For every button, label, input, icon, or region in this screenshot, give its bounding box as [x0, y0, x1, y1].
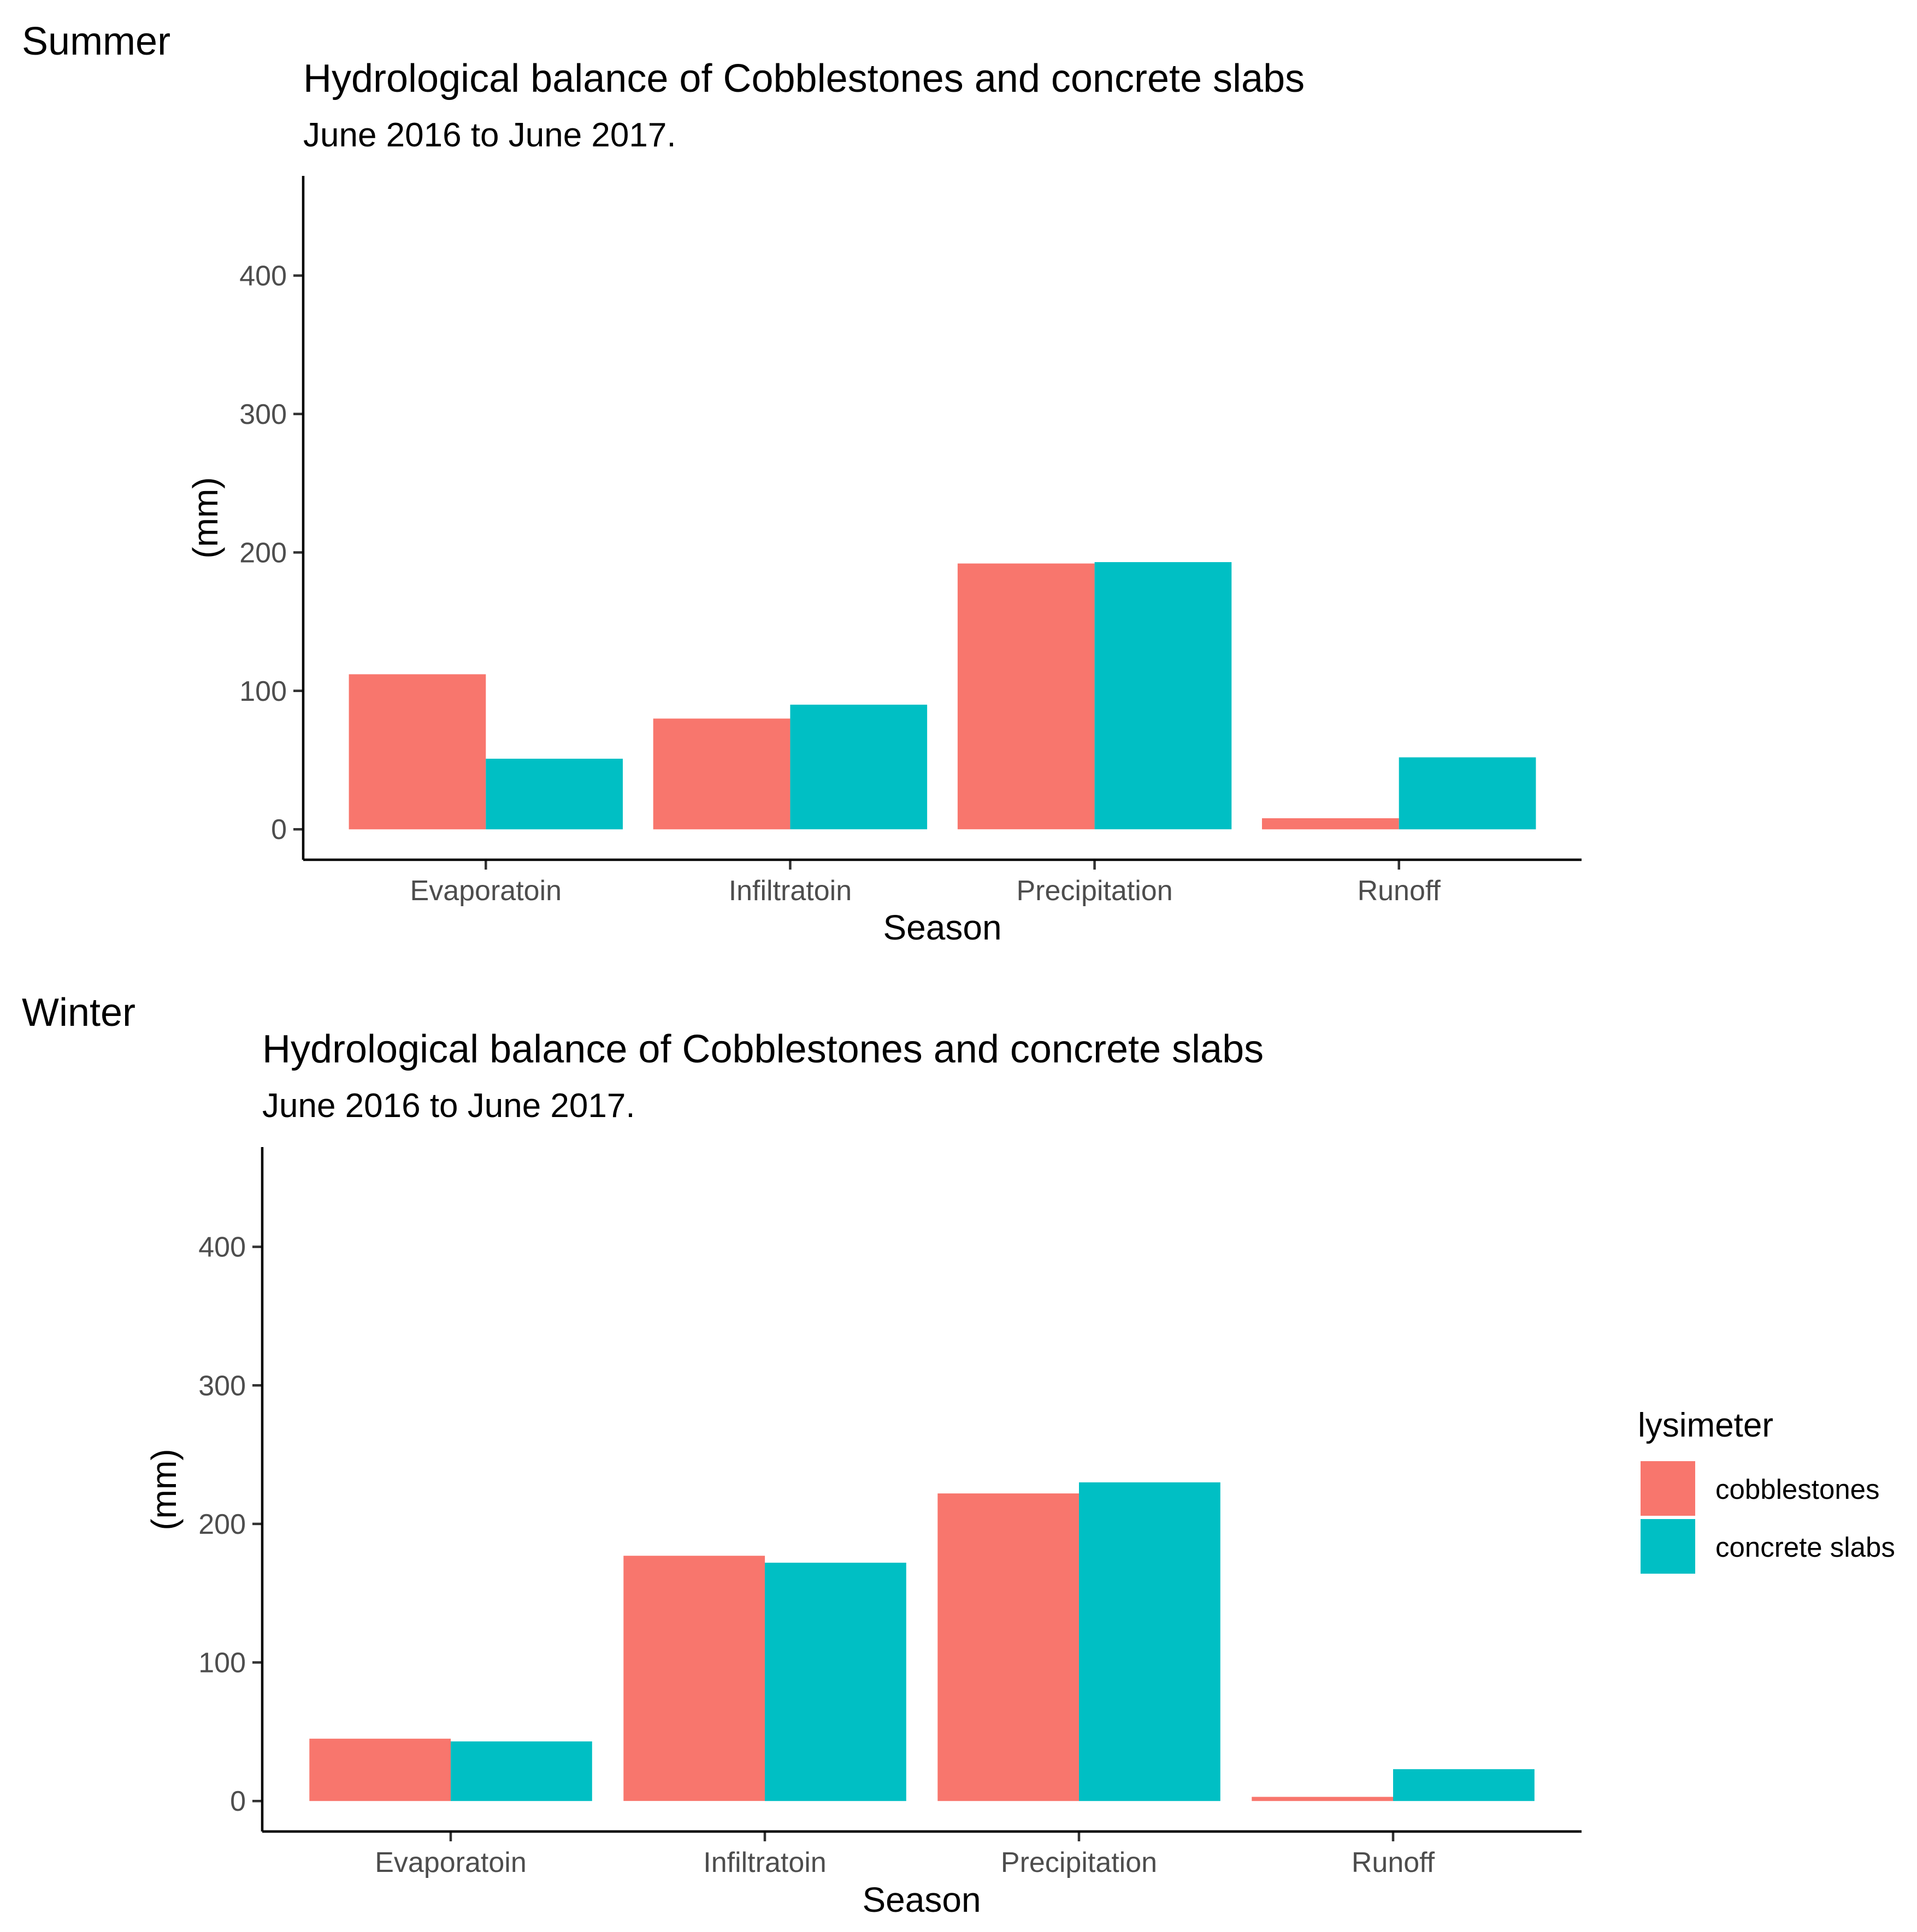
- legend-label-concrete-slabs: concrete slabs: [1715, 1532, 1895, 1563]
- y-tick-label: 300: [198, 1370, 246, 1402]
- x-tick-label-infiltratoin: Infiltratoin: [729, 875, 852, 907]
- y-tick-label: 100: [198, 1647, 246, 1679]
- winter-panel: Winter Hydrological balance of Cobblesto…: [22, 991, 1582, 1919]
- x-ticks: Evaporatoin Infiltratoin Precipitation Runo…: [410, 860, 1441, 907]
- chart-title: Hydrological balance of Cobblestones and…: [303, 57, 1305, 101]
- y-tick-label: 200: [239, 537, 287, 569]
- bar-infiltratoin-concrete-slabs: [790, 705, 928, 830]
- x-tick-label-evaporatoin: Evaporatoin: [410, 875, 562, 907]
- bar-infiltratoin-cobblestones: [623, 1556, 765, 1801]
- bar-infiltratoin-concrete-slabs: [765, 1562, 906, 1801]
- y-axis-title: (mm): [144, 1449, 184, 1530]
- x-tick-label-runoff: Runoff: [1358, 875, 1441, 907]
- x-tick-label-infiltratoin: Infiltratoin: [703, 1847, 826, 1878]
- x-tick-label-precipitation: Precipitation: [1001, 1847, 1157, 1878]
- legend-label-cobblestones: cobblestones: [1715, 1474, 1880, 1505]
- y-ticks: 0 100 200 300 400: [198, 1232, 262, 1817]
- legend-title: lysimeter: [1638, 1407, 1773, 1444]
- bars: [349, 562, 1536, 830]
- x-tick-label-precipitation: Precipitation: [1016, 875, 1172, 907]
- x-axis-title: Season: [862, 1880, 981, 1919]
- y-tick-label: 300: [239, 399, 287, 430]
- summer-panel: Summer Hydrological balance of Cobblesto…: [22, 20, 1582, 947]
- bar-precipitation-cobblestones: [937, 1493, 1080, 1801]
- bar-evaporatoin-cobblestones: [349, 674, 486, 830]
- bar-precipitation-concrete-slabs: [1094, 562, 1232, 830]
- x-ticks: Evaporatoin Infiltratoin Precipitation Runo…: [375, 1831, 1435, 1878]
- bar-runoff-concrete-slabs: [1393, 1769, 1535, 1801]
- y-axis-title: (mm): [186, 477, 225, 558]
- bar-runoff-concrete-slabs: [1399, 757, 1536, 830]
- x-tick-label-evaporatoin: Evaporatoin: [375, 1847, 527, 1878]
- y-tick-label: 100: [239, 676, 287, 707]
- legend-swatch-cobblestones: [1641, 1461, 1695, 1516]
- chart-subtitle: June 2016 to June 2017.: [262, 1087, 635, 1125]
- bar-runoff-cobblestones: [1252, 1797, 1394, 1801]
- bars: [309, 1482, 1535, 1801]
- bar-precipitation-cobblestones: [957, 563, 1095, 830]
- bar-evaporatoin-concrete-slabs: [451, 1741, 592, 1801]
- y-tick-label: 0: [230, 1786, 246, 1817]
- bar-runoff-cobblestones: [1262, 818, 1399, 830]
- y-tick-label: 200: [198, 1509, 246, 1540]
- y-tick-label: 400: [239, 260, 287, 292]
- legend-swatch-concrete-slabs: [1641, 1519, 1695, 1574]
- bar-precipitation-concrete-slabs: [1079, 1482, 1220, 1801]
- panel-tag-summer: Summer: [22, 20, 170, 63]
- panel-tag-winter: Winter: [22, 991, 135, 1035]
- x-axis-title: Season: [883, 908, 1001, 947]
- bar-evaporatoin-cobblestones: [309, 1739, 451, 1801]
- chart-title: Hydrological balance of Cobblestones and…: [262, 1027, 1264, 1071]
- legend: lysimeter cobblestones concrete slabs: [1638, 1407, 1895, 1574]
- bar-evaporatoin-concrete-slabs: [486, 759, 623, 830]
- bar-infiltratoin-cobblestones: [653, 718, 791, 830]
- y-ticks: 0 100 200 300 400: [239, 260, 303, 846]
- chart-subtitle: June 2016 to June 2017.: [303, 116, 676, 154]
- x-tick-label-runoff: Runoff: [1352, 1847, 1435, 1878]
- y-tick-label: 0: [271, 814, 287, 846]
- y-tick-label: 400: [198, 1232, 246, 1263]
